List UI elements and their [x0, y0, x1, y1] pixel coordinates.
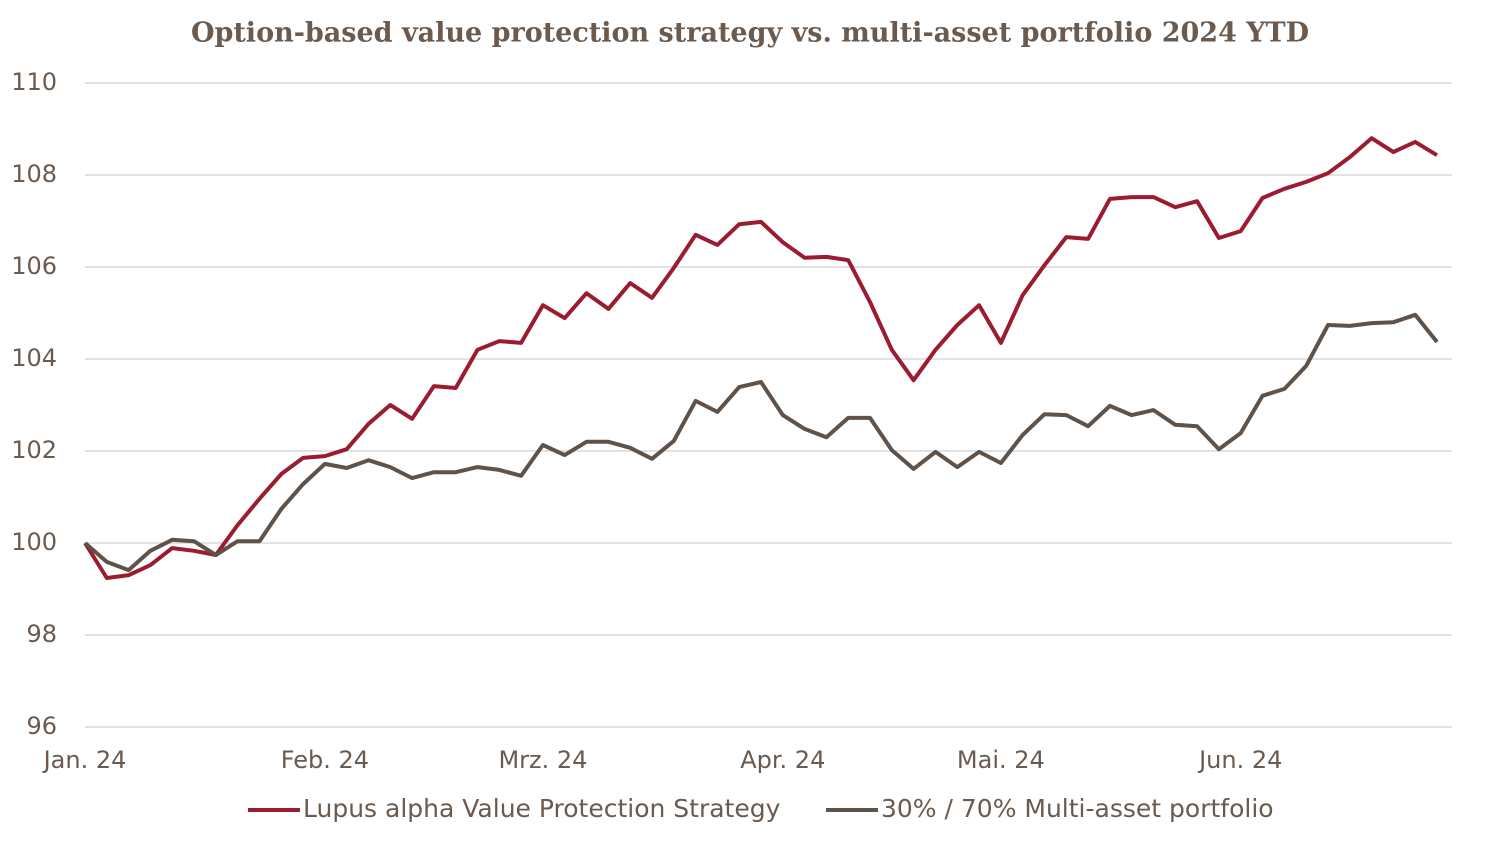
x-tick-label: Jun. 24: [1197, 746, 1282, 774]
y-tick-label: 102: [11, 436, 57, 464]
y-tick-label: 108: [11, 160, 57, 188]
y-tick-label: 96: [26, 712, 57, 740]
y-tick-label: 104: [11, 344, 57, 372]
x-tick-label: Apr. 24: [740, 746, 825, 774]
y-tick-label: 98: [26, 620, 57, 648]
y-tick-label: 100: [11, 528, 57, 556]
x-tick-label: Mrz. 24: [498, 746, 587, 774]
series-line: [83, 312, 1439, 573]
series-line: [83, 136, 1439, 580]
chart-title: Option-based value protection strategy v…: [191, 18, 1309, 49]
x-tick-label: Mai. 24: [957, 746, 1045, 774]
legend-label: 30% / 70% Multi-asset portfolio: [881, 794, 1274, 823]
x-tick-label: Feb. 24: [281, 746, 369, 774]
x-tick-label: Jan. 24: [42, 746, 127, 774]
legend-label: Lupus alpha Value Protection Strategy: [303, 794, 781, 823]
y-tick-label: 106: [11, 252, 57, 280]
y-tick-label: 110: [11, 68, 57, 96]
